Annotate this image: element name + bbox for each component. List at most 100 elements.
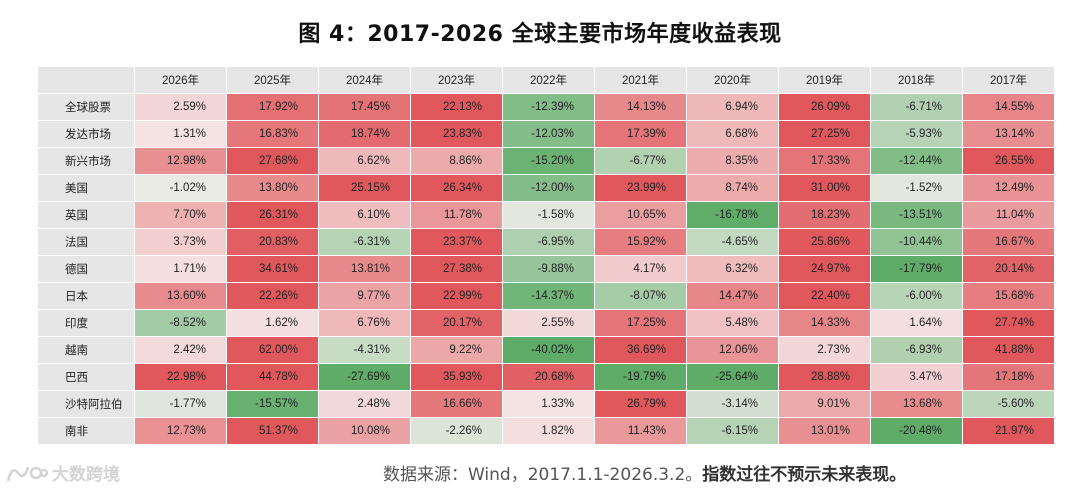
heatmap-cell: 13.01% [778, 417, 871, 445]
column-header: 2024年 [318, 66, 411, 94]
header-row: 2026年 2025年 2024年 2023年 2022年 2021年 2020年 2019年… [37, 66, 1055, 94]
heatmap-cell: 2.42% [134, 336, 227, 364]
heatmap-cell: -6.77% [594, 147, 687, 175]
heatmap-cell: 1.82% [502, 417, 595, 445]
heatmap-cell: 23.37% [410, 228, 503, 256]
heatmap-cell: 22.40% [778, 282, 871, 310]
heatmap-cell: 6.94% [686, 93, 779, 121]
heatmap-cell: 23.83% [410, 120, 503, 148]
heatmap-cell: -10.44% [870, 228, 963, 256]
heatmap-cell: -8.52% [134, 309, 227, 337]
heatmap-cell: 51.37% [226, 417, 319, 445]
table-row: 沙特阿拉伯 -1.77% -15.57% 2.48% 16.66% 1.33% 26.79%… [37, 390, 1055, 418]
heatmap-cell: 41.88% [962, 336, 1055, 364]
row-label: 越南 [37, 336, 135, 364]
heatmap-cell: 20.17% [410, 309, 503, 337]
heatmap-cell: 34.61% [226, 255, 319, 283]
heatmap-cell: 7.70% [134, 201, 227, 229]
heatmap-body: 全球股票 2.59% 17.92% 17.45% 22.13% -12.39% 14.13%… [37, 93, 1055, 445]
heatmap-cell: -17.79% [870, 255, 963, 283]
heatmap-cell: 22.99% [410, 282, 503, 310]
heatmap-cell: -15.20% [502, 147, 595, 175]
heatmap-cell: 17.92% [226, 93, 319, 121]
heatmap-cell: 2.48% [318, 390, 411, 418]
heatmap-cell: 26.31% [226, 201, 319, 229]
row-label: 巴西 [37, 363, 135, 391]
table-row: 南非 12.73% 51.37% 10.08% -2.26% 1.82% 11.43% -6.… [37, 417, 1055, 445]
heatmap-cell: 22.98% [134, 363, 227, 391]
row-label: 英国 [37, 201, 135, 229]
heatmap-cell: 18.23% [778, 201, 871, 229]
heatmap-cell: 27.38% [410, 255, 503, 283]
heatmap-cell: 13.60% [134, 282, 227, 310]
watermark-text: 大数跨境 [52, 465, 120, 485]
column-header: 2026年 [134, 66, 227, 94]
heatmap-cell: 14.55% [962, 93, 1055, 121]
column-header: 2019年 [778, 66, 871, 94]
source-text: 数据来源：Wind，2017.1.1-2026.3.2。 [383, 465, 703, 485]
heatmap-cell: -12.00% [502, 174, 595, 202]
column-header: 2021年 [594, 66, 687, 94]
heatmap-cell: 22.13% [410, 93, 503, 121]
heatmap-cell: 6.76% [318, 309, 411, 337]
heatmap-cell: 21.97% [962, 417, 1055, 445]
heatmap-cell: 35.93% [410, 363, 503, 391]
heatmap-cell: 1.62% [226, 309, 319, 337]
heatmap-cell: 6.62% [318, 147, 411, 175]
heatmap-cell: 10.65% [594, 201, 687, 229]
row-label: 全球股票 [37, 93, 135, 121]
heatmap-cell: 25.15% [318, 174, 411, 202]
heatmap-cell: 27.68% [226, 147, 319, 175]
table-row: 全球股票 2.59% 17.92% 17.45% 22.13% -12.39% 14.13%… [37, 93, 1055, 121]
heatmap-cell: 16.66% [410, 390, 503, 418]
heatmap-cell: 36.69% [594, 336, 687, 364]
heatmap-cell: -25.64% [686, 363, 779, 391]
heatmap-cell: -15.57% [226, 390, 319, 418]
heatmap-cell: 27.25% [778, 120, 871, 148]
column-header: 2020年 [686, 66, 779, 94]
table-row: 英国 7.70% 26.31% 6.10% 11.78% -1.58% 10.65% -16.… [37, 201, 1055, 229]
heatmap-cell: 26.09% [778, 93, 871, 121]
heatmap-cell: -12.44% [870, 147, 963, 175]
heatmap-cell: 6.68% [686, 120, 779, 148]
heatmap-cell: -19.79% [594, 363, 687, 391]
heatmap-cell: 20.68% [502, 363, 595, 391]
table-row: 新兴市场 12.98% 27.68% 6.62% 8.86% -15.20% -6.77% 8… [37, 147, 1055, 175]
heatmap-cell: 62.00% [226, 336, 319, 364]
heatmap-cell: -9.88% [502, 255, 595, 283]
heatmap-cell: -12.03% [502, 120, 595, 148]
heatmap-cell: 24.97% [778, 255, 871, 283]
heatmap-cell: 12.06% [686, 336, 779, 364]
heatmap-cell: 3.47% [870, 363, 963, 391]
heatmap-cell: 12.98% [134, 147, 227, 175]
heatmap-cell: -13.51% [870, 201, 963, 229]
heatmap-cell: 1.71% [134, 255, 227, 283]
row-label: 沙特阿拉伯 [37, 390, 135, 418]
heatmap-cell: 9.22% [410, 336, 503, 364]
row-label: 德国 [37, 255, 135, 283]
table-row: 美国 -1.02% 13.80% 25.15% 26.34% -12.00% 23.99% 8… [37, 174, 1055, 202]
heatmap-cell: -4.31% [318, 336, 411, 364]
heatmap-cell: 14.47% [686, 282, 779, 310]
heatmap-cell: 17.25% [594, 309, 687, 337]
heatmap-cell: 11.43% [594, 417, 687, 445]
heatmap-cell: 26.55% [962, 147, 1055, 175]
disclaimer-text: 指数过往不预示未来表现。 [702, 465, 907, 485]
watermark-logo-icon [6, 466, 48, 481]
heatmap-cell: 28.88% [778, 363, 871, 391]
heatmap-cell: 13.14% [962, 120, 1055, 148]
row-label: 法国 [37, 228, 135, 256]
heatmap-cell: 2.73% [778, 336, 871, 364]
table-row: 巴西 22.98% 44.78% -27.69% 35.93% 20.68% -19.79%… [37, 363, 1055, 391]
heatmap-cell: 17.39% [594, 120, 687, 148]
heatmap-cell: -27.69% [318, 363, 411, 391]
table-row: 德国 1.71% 34.61% 13.81% 27.38% -9.88% 4.17% 6.32… [37, 255, 1055, 283]
heatmap-cell: 26.79% [594, 390, 687, 418]
row-label: 日本 [37, 282, 135, 310]
heatmap-cell: 18.74% [318, 120, 411, 148]
column-header: 2023年 [410, 66, 503, 94]
heatmap-cell: 13.68% [870, 390, 963, 418]
heatmap-cell: -6.15% [686, 417, 779, 445]
heatmap-cell: 9.77% [318, 282, 411, 310]
chart-title: 图 4：2017-2026 全球主要市场年度收益表现 [298, 22, 782, 47]
